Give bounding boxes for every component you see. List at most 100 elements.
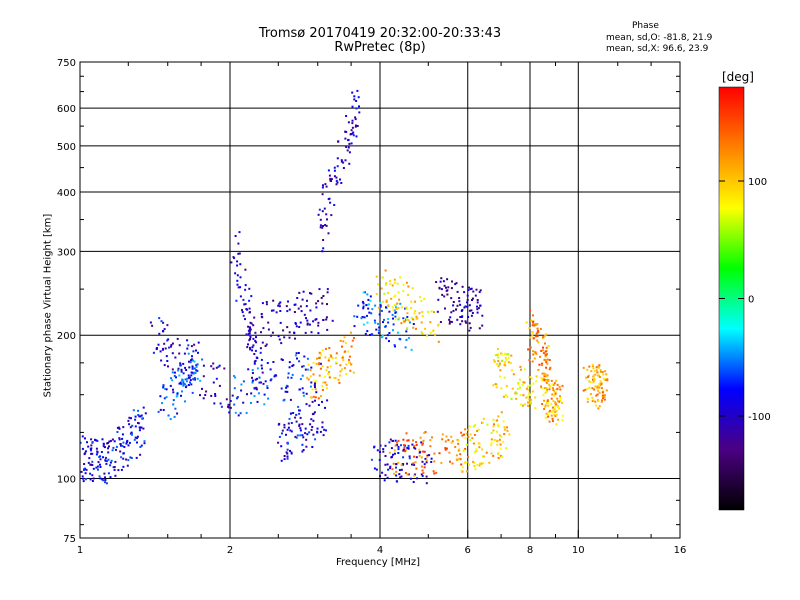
data-point: [334, 356, 337, 359]
data-point: [314, 318, 317, 321]
data-point: [494, 383, 497, 386]
data-point: [129, 426, 132, 429]
data-point: [364, 332, 367, 335]
data-point: [555, 423, 558, 426]
data-point: [385, 299, 388, 302]
data-point: [536, 335, 539, 337]
data-point: [327, 359, 330, 362]
data-point: [286, 455, 289, 458]
data-point: [255, 388, 258, 391]
data-point: [348, 361, 350, 364]
data-point: [460, 463, 463, 466]
data-point: [237, 414, 240, 417]
data-point: [247, 368, 250, 371]
data-point: [561, 419, 564, 421]
data-point: [542, 352, 545, 355]
data-point: [447, 286, 450, 289]
data-point: [496, 363, 498, 365]
data-point: [341, 356, 344, 359]
data-point: [167, 414, 170, 417]
data-point: [426, 334, 428, 337]
data-point: [310, 292, 313, 295]
data-point: [421, 474, 424, 477]
data-point: [379, 305, 382, 308]
data-point: [286, 448, 289, 451]
data-point: [319, 218, 322, 221]
data-point: [418, 451, 421, 454]
data-point: [466, 299, 469, 301]
data-point: [369, 295, 372, 298]
data-point: [400, 306, 403, 309]
data-point: [385, 306, 387, 309]
data-point: [171, 368, 174, 371]
data-point: [468, 322, 471, 325]
data-point: [472, 442, 475, 445]
data-point: [329, 177, 332, 180]
data-point: [420, 331, 423, 334]
data-point: [377, 283, 379, 286]
data-point: [600, 382, 603, 385]
data-point: [125, 458, 128, 461]
data-point: [504, 352, 507, 355]
data-point: [499, 369, 502, 372]
data-point: [530, 398, 532, 401]
data-point: [324, 381, 327, 384]
data-point: [476, 308, 479, 311]
data-point: [112, 466, 115, 469]
data-point: [407, 473, 410, 476]
data-point: [112, 446, 115, 449]
data-point: [342, 161, 345, 164]
data-point: [239, 276, 242, 279]
data-point: [411, 318, 414, 321]
data-point: [189, 361, 192, 364]
data-point: [163, 342, 166, 345]
data-point: [542, 337, 545, 340]
data-point: [446, 293, 449, 296]
data-point: [443, 295, 446, 298]
data-point: [196, 377, 199, 380]
data-point: [523, 368, 526, 371]
data-point: [291, 373, 294, 376]
data-point: [601, 371, 604, 373]
data-point: [501, 353, 504, 356]
data-point: [298, 388, 301, 391]
data-point: [144, 412, 147, 415]
data-point: [424, 457, 427, 460]
data-point: [319, 430, 322, 433]
data-point: [492, 454, 495, 457]
data-point: [376, 449, 379, 452]
data-point: [397, 448, 400, 451]
data-point: [289, 449, 291, 452]
data-point: [435, 471, 438, 474]
data-point: [508, 433, 511, 436]
data-point: [312, 362, 315, 364]
data-point: [191, 359, 194, 362]
data-point: [344, 137, 347, 140]
data-point: [378, 313, 381, 316]
data-point: [444, 447, 447, 450]
data-point: [324, 356, 327, 359]
data-point: [320, 354, 323, 357]
data-point: [344, 342, 347, 345]
data-point: [547, 378, 549, 381]
data-point: [82, 477, 85, 480]
data-point: [80, 470, 83, 473]
data-point: [242, 401, 245, 404]
data-point: [299, 416, 302, 419]
data-point: [249, 338, 251, 340]
data-point: [309, 396, 312, 399]
data-point: [531, 324, 534, 327]
data-point: [280, 358, 283, 361]
data-point: [559, 399, 561, 402]
data-point: [307, 363, 310, 366]
data-point: [109, 461, 112, 464]
data-point: [301, 450, 304, 453]
data-point: [193, 343, 196, 346]
data-point: [351, 122, 354, 125]
data-point: [527, 404, 529, 407]
data-point: [456, 318, 459, 321]
data-point: [96, 451, 99, 454]
x-tick-label: 16: [674, 545, 687, 556]
data-point: [260, 364, 263, 367]
data-point: [297, 352, 300, 354]
